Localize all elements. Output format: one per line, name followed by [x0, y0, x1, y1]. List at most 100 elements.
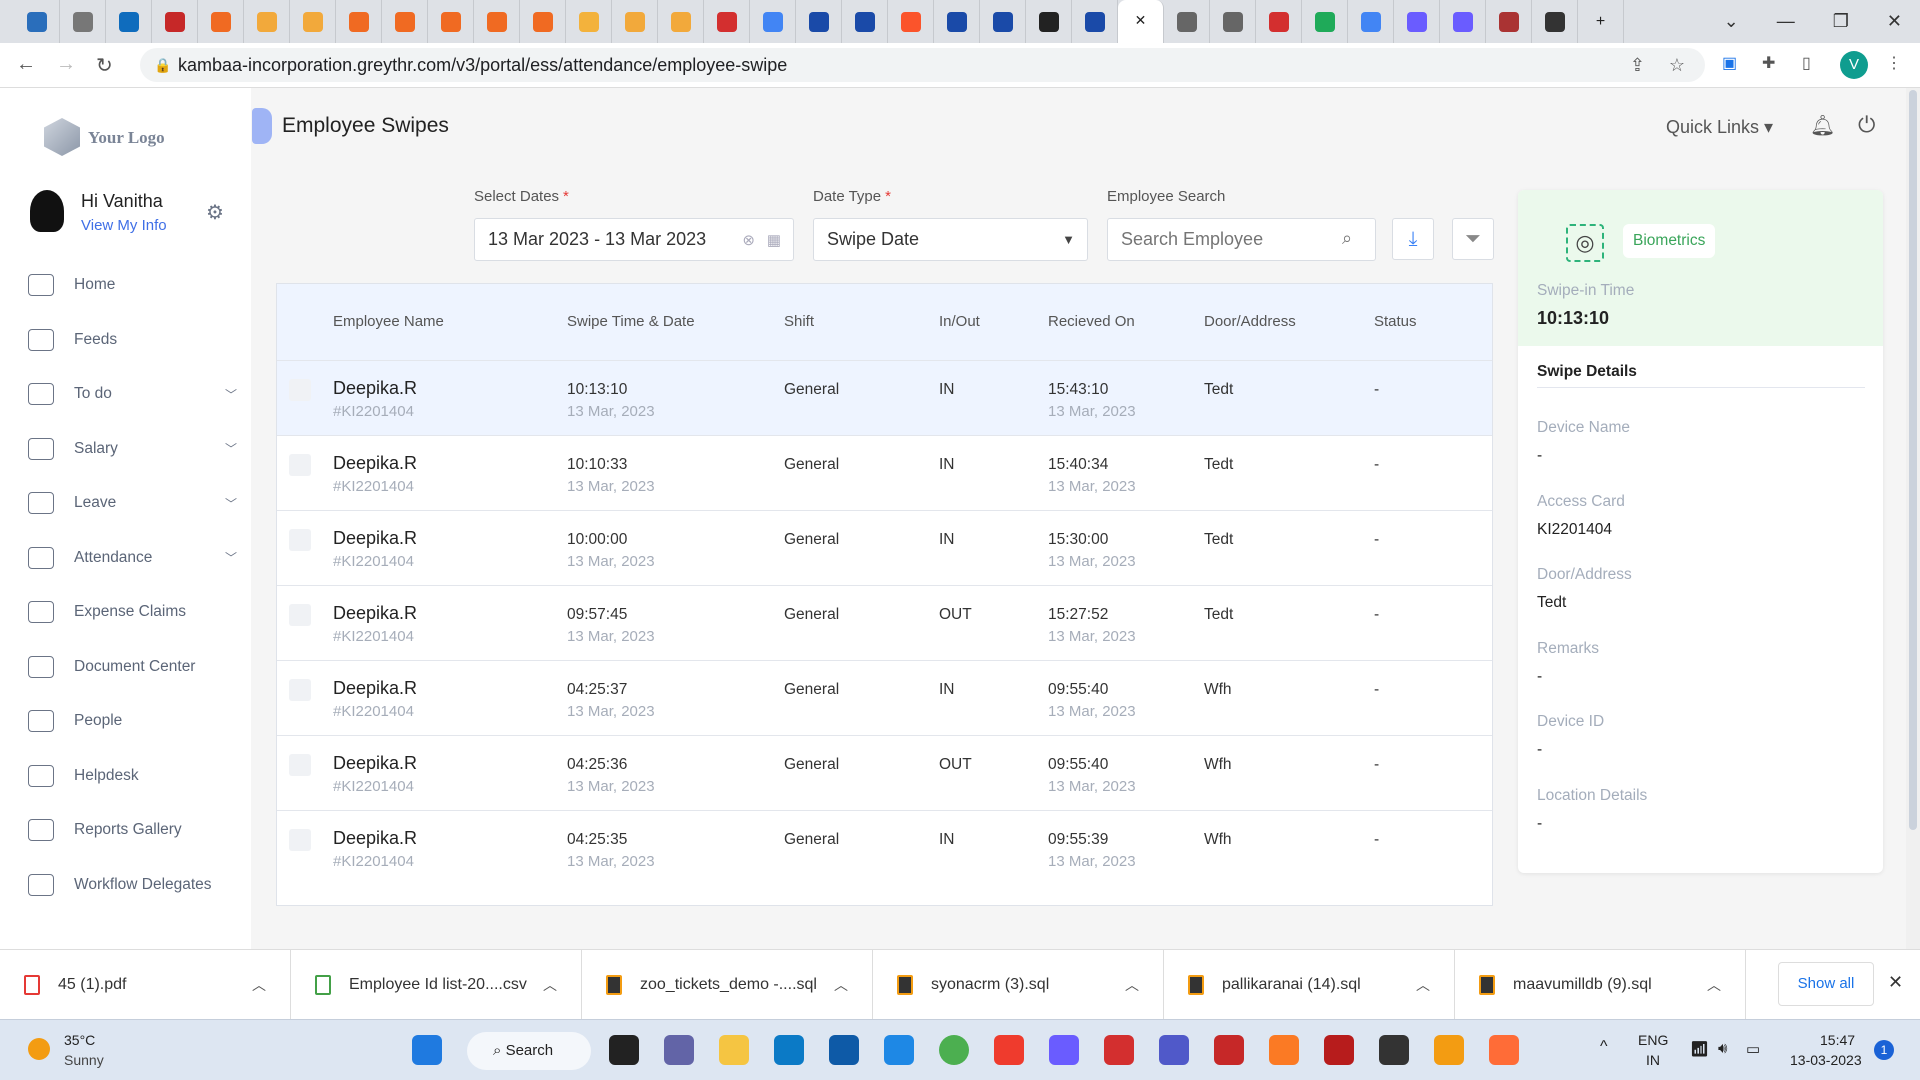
- browser-tab[interactable]: [842, 0, 888, 43]
- browser-tab[interactable]: [612, 0, 658, 43]
- filter-button[interactable]: ⏷: [1452, 218, 1494, 260]
- chevron-down-icon[interactable]: ﹀: [224, 551, 237, 565]
- profile-avatar[interactable]: V: [1840, 51, 1868, 79]
- reload-icon[interactable]: ↻: [96, 55, 113, 77]
- forward-icon[interactable]: →: [56, 53, 76, 75]
- store-icon[interactable]: [829, 1035, 859, 1065]
- browser-tab[interactable]: [60, 0, 106, 43]
- browser-tab[interactable]: ✕: [1118, 0, 1164, 43]
- download-item[interactable]: maavumilldb (9).sql ︿: [1455, 950, 1746, 1020]
- browser-tab[interactable]: [520, 0, 566, 43]
- chevron-up-icon[interactable]: ︿: [543, 977, 557, 993]
- show-all-button[interactable]: Show all: [1778, 962, 1874, 1006]
- browser-tab[interactable]: [796, 0, 842, 43]
- chevron-up-icon[interactable]: ︿: [252, 977, 266, 993]
- browser-tab[interactable]: [1348, 0, 1394, 43]
- back-icon[interactable]: ←: [16, 53, 36, 75]
- tray-chevron-icon[interactable]: ^: [1600, 1038, 1608, 1055]
- menu-icon[interactable]: ⋮: [1886, 55, 1902, 72]
- sidebar-item-expense-claims[interactable]: Expense Claims: [0, 592, 251, 632]
- minimize-icon[interactable]: —: [1776, 11, 1795, 31]
- browser-tab[interactable]: [474, 0, 520, 43]
- table-row[interactable]: Deepika.R #KI2201404 04:25:35 13 Mar, 2023 G…: [277, 810, 1492, 885]
- download-item[interactable]: pallikaranai (14).sql ︿: [1164, 950, 1455, 1020]
- chrome-icon[interactable]: [939, 1035, 969, 1065]
- download-item[interactable]: zoo_tickets_demo -....sql ︿: [582, 950, 873, 1020]
- sidebar-item-workflow-delegates[interactable]: Workflow Delegates: [0, 865, 251, 905]
- xampp-icon[interactable]: [1269, 1035, 1299, 1065]
- date-range-input[interactable]: 13 Mar 2023 - 13 Mar 2023 ⊗ ▦: [474, 218, 794, 261]
- sidebar-item-reports-gallery[interactable]: Reports Gallery: [0, 810, 251, 850]
- scrollbar[interactable]: [1906, 88, 1920, 949]
- close-window-icon[interactable]: ✕: [1886, 11, 1902, 31]
- volume-icon[interactable]: 🔊︎: [1718, 1040, 1728, 1057]
- table-row[interactable]: Deepika.R #KI2201404 10:13:10 13 Mar, 2023 G…: [277, 360, 1492, 435]
- sidebar-item-helpdesk[interactable]: Helpdesk: [0, 756, 251, 796]
- download-button[interactable]: ⤓: [1392, 218, 1434, 260]
- chevron-down-icon[interactable]: ﹀: [224, 387, 237, 402]
- bell-icon[interactable]: 🔔︎: [1810, 115, 1836, 137]
- browser-tab[interactable]: [934, 0, 980, 43]
- browser-tab[interactable]: [14, 0, 60, 43]
- filezilla-icon[interactable]: [1324, 1035, 1354, 1065]
- browser-tab[interactable]: [1072, 0, 1118, 43]
- date-type-select[interactable]: Swipe Date ▼: [813, 218, 1088, 261]
- close-downloads-icon[interactable]: ✕: [1888, 972, 1904, 992]
- view-my-info-link[interactable]: View My Info: [81, 217, 167, 234]
- edge-icon[interactable]: [774, 1035, 804, 1065]
- row-checkbox[interactable]: [289, 604, 311, 626]
- restore-icon[interactable]: ❐: [1832, 11, 1849, 31]
- table-row[interactable]: Deepika.R #KI2201404 10:00:00 13 Mar, 2023 G…: [277, 510, 1492, 585]
- browser-tab[interactable]: [336, 0, 382, 43]
- teams-icon[interactable]: [1159, 1035, 1189, 1065]
- chevron-down-icon[interactable]: ﹀: [224, 442, 237, 456]
- chevron-up-icon[interactable]: ︿: [1416, 977, 1430, 993]
- bookmark-star-icon[interactable]: ☆: [1668, 54, 1685, 75]
- browser-tab[interactable]: [1394, 0, 1440, 43]
- copilot-icon[interactable]: [1049, 1035, 1079, 1065]
- taskbar-search[interactable]: ⌕ Search: [467, 1032, 591, 1070]
- browser-tab[interactable]: [566, 0, 612, 43]
- gear-icon[interactable]: ⚙: [206, 202, 224, 224]
- sidebar-item-people[interactable]: People: [0, 701, 251, 741]
- url-input[interactable]: 🔒 kambaa-incorporation.greythr.com/v3/po…: [140, 48, 1705, 82]
- table-row[interactable]: Deepika.R #KI2201404 10:10:33 13 Mar, 2023 G…: [277, 435, 1492, 510]
- browser-tab[interactable]: [658, 0, 704, 43]
- browser-tab[interactable]: [382, 0, 428, 43]
- search-employee-input[interactable]: [1107, 218, 1376, 261]
- browser-tab[interactable]: [290, 0, 336, 43]
- weather-temp[interactable]: 35°C: [64, 1032, 96, 1048]
- search-icon[interactable]: ⌕: [1342, 228, 1353, 248]
- taskview-icon[interactable]: [609, 1035, 639, 1065]
- row-checkbox[interactable]: [289, 454, 311, 476]
- row-checkbox[interactable]: [289, 379, 311, 401]
- browser-tab[interactable]: [888, 0, 934, 43]
- sidebar-item-salary[interactable]: Salary ﹀: [0, 429, 251, 469]
- extension-icon[interactable]: ▣: [1722, 55, 1738, 72]
- clear-icon[interactable]: ⊗: [742, 231, 755, 249]
- sidebar-item-to-do[interactable]: To do ﹀: [0, 374, 251, 414]
- chevron-up-icon[interactable]: ︿: [834, 977, 848, 993]
- terminal-icon[interactable]: [1379, 1035, 1409, 1065]
- calendar-icon[interactable]: ▦: [766, 231, 781, 249]
- browser-tab[interactable]: [1026, 0, 1072, 43]
- postman-icon[interactable]: [1489, 1035, 1519, 1065]
- start-icon[interactable]: [412, 1035, 442, 1065]
- quick-links-dropdown[interactable]: Quick Links ▾: [1666, 117, 1774, 137]
- browser-tab[interactable]: [704, 0, 750, 43]
- sublime-icon[interactable]: [1434, 1035, 1464, 1065]
- wifi-icon[interactable]: 📶︎: [1690, 1041, 1710, 1058]
- chevron-up-icon[interactable]: ︿: [1707, 977, 1721, 993]
- row-checkbox[interactable]: [289, 829, 311, 851]
- table-row[interactable]: Deepika.R #KI2201404 04:25:37 13 Mar, 2023 G…: [277, 660, 1492, 735]
- browser-tab[interactable]: [1302, 0, 1348, 43]
- extensions-puzzle-icon[interactable]: ✚: [1762, 55, 1776, 72]
- mail-icon[interactable]: [884, 1035, 914, 1065]
- row-checkbox[interactable]: [289, 679, 311, 701]
- wps-icon[interactable]: [1104, 1035, 1134, 1065]
- browser-tab[interactable]: [980, 0, 1026, 43]
- lang-primary[interactable]: ENG: [1638, 1032, 1669, 1048]
- sidebar-item-attendance[interactable]: Attendance ﹀: [0, 538, 251, 578]
- share-icon[interactable]: ⇪: [1629, 54, 1645, 75]
- browser-tab[interactable]: [152, 0, 198, 43]
